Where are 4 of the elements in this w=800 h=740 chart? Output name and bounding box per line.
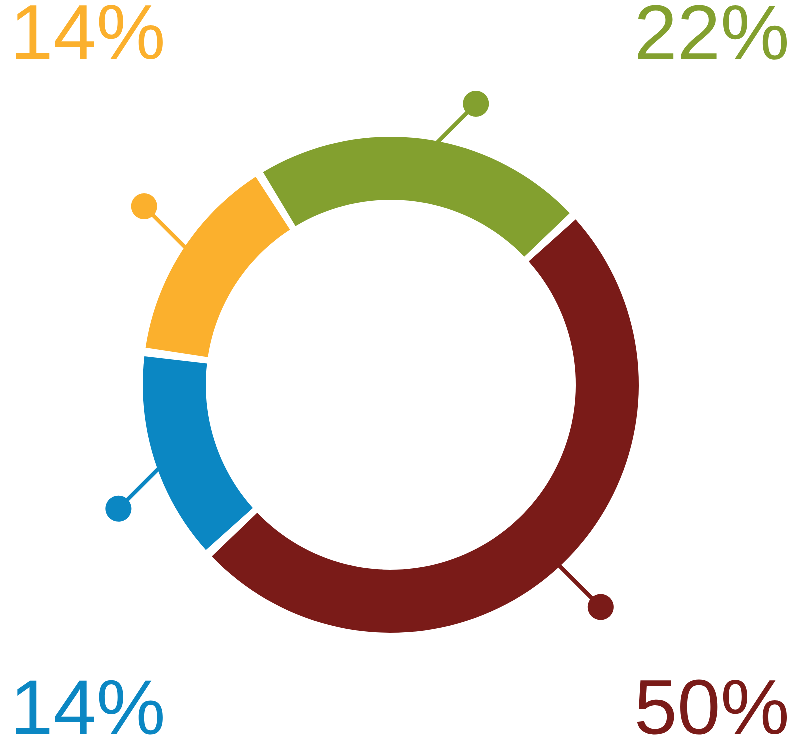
data-label: 14%	[16, 680, 163, 735]
data-label: 22%	[638, 5, 788, 60]
data-label: 14%	[16, 5, 163, 60]
data-label: 50%	[637, 680, 788, 735]
